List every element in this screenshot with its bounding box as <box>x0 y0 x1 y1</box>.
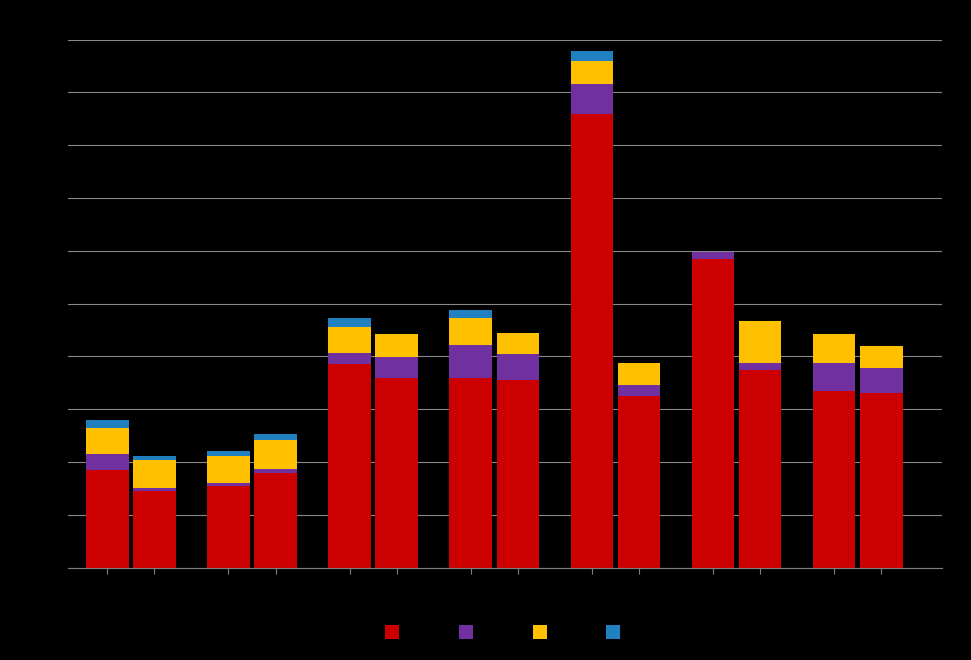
Bar <box>496 380 539 568</box>
Bar <box>85 454 128 470</box>
Bar <box>207 451 250 456</box>
Bar <box>813 334 855 363</box>
Bar <box>207 456 250 482</box>
Bar <box>860 393 903 568</box>
Bar <box>85 470 128 568</box>
Bar <box>254 434 297 440</box>
Bar <box>207 482 250 486</box>
Bar <box>133 488 176 491</box>
Bar <box>739 370 782 568</box>
Bar <box>254 469 297 473</box>
Bar <box>860 346 903 368</box>
Bar <box>450 345 492 378</box>
Bar <box>496 354 539 380</box>
Bar <box>618 385 660 396</box>
Bar <box>254 473 297 568</box>
Bar <box>376 334 418 358</box>
Bar <box>571 51 613 61</box>
Bar <box>133 456 176 461</box>
Bar <box>450 310 492 318</box>
Bar <box>860 368 903 393</box>
Bar <box>739 363 782 370</box>
Bar <box>85 420 128 428</box>
Bar <box>450 378 492 568</box>
Bar <box>207 486 250 568</box>
Bar <box>571 114 613 568</box>
Bar <box>496 333 539 354</box>
Bar <box>133 461 176 488</box>
Bar <box>450 318 492 345</box>
Bar <box>376 358 418 378</box>
Bar <box>691 259 734 568</box>
Bar <box>813 363 855 391</box>
Bar <box>328 364 371 568</box>
Bar <box>571 84 613 114</box>
Bar <box>691 252 734 259</box>
Bar <box>328 318 371 327</box>
Bar <box>254 440 297 469</box>
Bar <box>328 327 371 352</box>
Bar <box>571 61 613 84</box>
Bar <box>85 428 128 454</box>
Bar <box>328 352 371 364</box>
Bar <box>133 491 176 568</box>
Bar <box>813 391 855 568</box>
Legend: , , , : , , , <box>380 619 630 645</box>
Bar <box>739 321 782 363</box>
Bar <box>618 396 660 568</box>
Bar <box>376 378 418 568</box>
Bar <box>618 363 660 385</box>
